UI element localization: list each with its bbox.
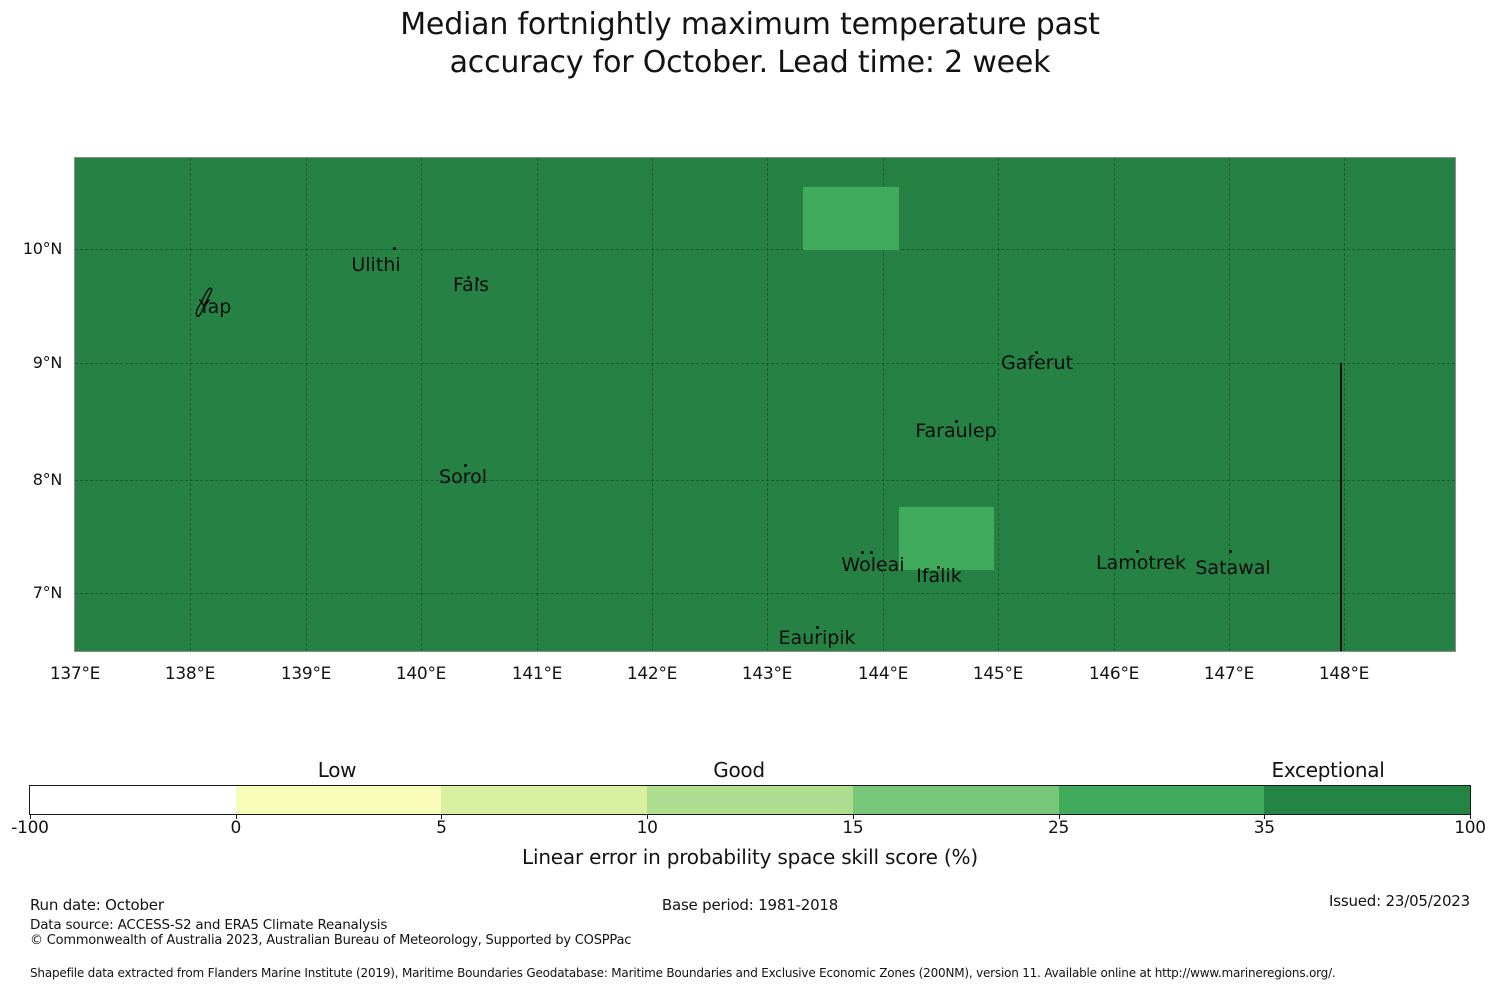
gridline-vertical [421, 158, 422, 651]
colorbar-segment [30, 786, 236, 814]
colorbar-segment [852, 786, 1059, 814]
island-marker-dot [861, 551, 864, 554]
colorbar-segment [647, 786, 853, 814]
data-source-text: Data source: ACCESS-S2 and ERA5 Climate … [30, 917, 388, 933]
copyright-text: © Commonwealth of Australia 2023, Austra… [30, 933, 632, 948]
x-tick-label: 145°E [972, 664, 1024, 684]
colorbar-tick-label: 15 [842, 818, 864, 838]
run-date-text: Run date: October [30, 896, 164, 914]
colorbar-tick [647, 814, 649, 819]
island-marker-dot [955, 420, 958, 423]
x-tick-label: 147°E [1203, 664, 1255, 684]
island-label-fais: Fais [452, 274, 490, 296]
gridline-vertical [998, 158, 999, 651]
y-tick-label: 9°N [32, 353, 63, 372]
x-tick-label: 143°E [741, 664, 793, 684]
x-tick-label: 139°E [280, 664, 332, 684]
colorbar-segment [441, 786, 648, 814]
island-label-sorol: Sorol [439, 466, 487, 488]
yap-island-outline [193, 286, 219, 324]
colorbar-tick-label: -100 [11, 818, 49, 838]
gridline-vertical [1344, 158, 1345, 651]
island-label-eauripik: Eauripik [778, 627, 856, 649]
gridline-vertical [1114, 158, 1115, 651]
colorbar-tick-label: 5 [436, 818, 447, 838]
colorbar-segment [1058, 786, 1265, 814]
chart-title: Median fortnightly maximum temperature p… [400, 7, 1100, 80]
island-marker-dot [467, 276, 470, 279]
island-label-ulithi: Ulithi [351, 254, 401, 276]
colorbar-tick-label: 25 [1048, 818, 1070, 838]
island-label-satawal: Satawal [1195, 557, 1271, 579]
gridline-vertical [652, 158, 653, 651]
gridline-vertical [1229, 158, 1230, 651]
gridline-vertical [883, 158, 884, 651]
x-tick-label: 141°E [511, 664, 563, 684]
x-tick-label: 146°E [1088, 664, 1140, 684]
x-tick-label: 144°E [857, 664, 909, 684]
colorbar-tick [1058, 814, 1060, 819]
island-marker-dot [1136, 550, 1139, 553]
skill-cell [803, 187, 899, 250]
colorbar-segment [1264, 786, 1471, 814]
skill-cell [899, 507, 994, 570]
colorbar-tick-label: 35 [1253, 818, 1275, 838]
island-label-ifalik: Ifalik [916, 565, 962, 587]
eez-boundary-line [1340, 363, 1342, 651]
colorbar-tick-label: 0 [230, 818, 241, 838]
colorbar-tick [852, 814, 854, 819]
colorbar-category-exceptional: Exceptional [1271, 758, 1385, 782]
gridline-horizontal [75, 363, 1455, 364]
gridline-horizontal [75, 593, 1455, 594]
island-marker-dot [1035, 351, 1038, 354]
island-marker-dot [870, 551, 873, 554]
island-label-woleai: Woleai [841, 554, 905, 576]
island-label-lamotrek: Lamotrek [1096, 552, 1186, 574]
colorbar-segment [235, 786, 442, 814]
gridline-vertical [537, 158, 538, 651]
x-tick-label: 140°E [395, 664, 447, 684]
island-marker-dot [393, 247, 396, 250]
colorbar-category-low: Low [317, 758, 357, 782]
colorbar-tick [1470, 814, 1471, 819]
island-label-faraulep: Faraulep [915, 420, 997, 442]
colorbar-tick [235, 814, 237, 819]
colorbar [29, 785, 1471, 815]
y-tick-label: 8°N [32, 470, 63, 489]
shapefile-note-text: Shapefile data extracted from Flanders M… [30, 966, 1336, 980]
map-plot [74, 157, 1456, 652]
island-marker-dot [1229, 550, 1232, 553]
island-marker-dot [476, 278, 479, 281]
island-marker-dot [937, 566, 940, 569]
y-tick-label: 7°N [32, 583, 63, 602]
colorbar-tick-label: 10 [636, 818, 658, 838]
colorbar-tick-label: 100 [1454, 818, 1486, 838]
y-tick-label: 10°N [22, 239, 62, 258]
island-label-gaferut: Gaferut [1000, 352, 1074, 374]
gridline-horizontal [75, 249, 1455, 250]
gridline-horizontal [75, 480, 1455, 481]
colorbar-tick [441, 814, 443, 819]
colorbar-category-good: Good [713, 758, 765, 782]
colorbar-axis-label: Linear error in probability space skill … [522, 845, 978, 869]
base-period-text: Base period: 1981-2018 [661, 896, 839, 914]
gridline-vertical [190, 158, 191, 651]
x-tick-label: 142°E [626, 664, 678, 684]
issued-date-text: Issued: 23/05/2023 [1329, 892, 1470, 910]
colorbar-tick [1264, 814, 1266, 819]
gridline-vertical [767, 158, 768, 651]
colorbar-tick [30, 814, 31, 819]
x-tick-label: 138°E [164, 664, 216, 684]
x-tick-label: 137°E [49, 664, 101, 684]
island-marker-dot [464, 464, 467, 467]
x-tick-label: 148°E [1318, 664, 1370, 684]
gridline-vertical [306, 158, 307, 651]
island-marker-dot [816, 626, 819, 629]
